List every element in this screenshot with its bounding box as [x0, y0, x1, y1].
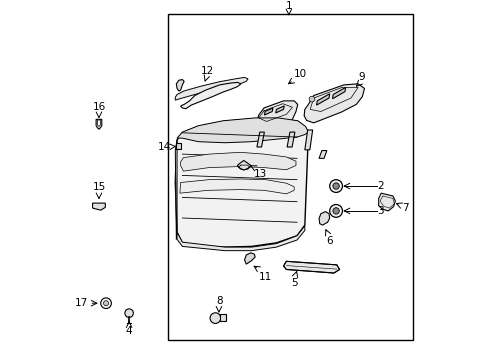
Polygon shape: [177, 226, 304, 251]
Circle shape: [101, 298, 111, 309]
Polygon shape: [176, 80, 184, 91]
Polygon shape: [256, 101, 297, 133]
Text: 13: 13: [253, 169, 266, 179]
Polygon shape: [237, 161, 250, 170]
Circle shape: [332, 183, 339, 189]
Polygon shape: [92, 203, 105, 210]
Text: 5: 5: [290, 278, 297, 288]
Text: 15: 15: [92, 183, 105, 193]
Text: 16: 16: [92, 102, 105, 112]
Text: 8: 8: [216, 296, 223, 306]
Text: 14: 14: [157, 142, 170, 152]
Text: 7: 7: [401, 203, 407, 213]
Polygon shape: [220, 314, 225, 321]
Circle shape: [210, 313, 220, 323]
Polygon shape: [318, 150, 326, 158]
Polygon shape: [286, 132, 294, 147]
Text: 1: 1: [285, 1, 292, 12]
Text: 12: 12: [200, 66, 213, 76]
Circle shape: [332, 208, 339, 214]
Bar: [168, 14, 412, 341]
Polygon shape: [244, 253, 255, 264]
Polygon shape: [97, 120, 100, 126]
Polygon shape: [175, 118, 308, 247]
Text: 17: 17: [75, 298, 88, 308]
Circle shape: [124, 309, 133, 318]
Polygon shape: [180, 179, 294, 194]
Text: 9: 9: [358, 72, 365, 82]
Polygon shape: [175, 140, 177, 239]
Polygon shape: [264, 108, 272, 115]
Text: 6: 6: [325, 237, 332, 247]
Polygon shape: [332, 87, 345, 99]
Circle shape: [103, 301, 108, 306]
Polygon shape: [175, 77, 247, 100]
Circle shape: [329, 180, 342, 193]
Polygon shape: [180, 152, 295, 171]
Polygon shape: [304, 130, 312, 150]
Text: 2: 2: [377, 181, 384, 191]
Polygon shape: [96, 119, 102, 129]
Circle shape: [308, 96, 314, 102]
Polygon shape: [318, 212, 329, 225]
Text: 4: 4: [125, 326, 132, 336]
Polygon shape: [256, 132, 264, 147]
Polygon shape: [283, 261, 339, 273]
Text: 11: 11: [258, 272, 271, 282]
Polygon shape: [176, 143, 181, 149]
Polygon shape: [180, 82, 241, 109]
Text: 3: 3: [377, 206, 384, 216]
Polygon shape: [378, 193, 395, 211]
Polygon shape: [304, 84, 364, 123]
Circle shape: [329, 204, 342, 217]
Polygon shape: [316, 94, 329, 105]
Text: 10: 10: [293, 69, 306, 79]
Polygon shape: [177, 118, 308, 143]
Polygon shape: [275, 106, 284, 113]
